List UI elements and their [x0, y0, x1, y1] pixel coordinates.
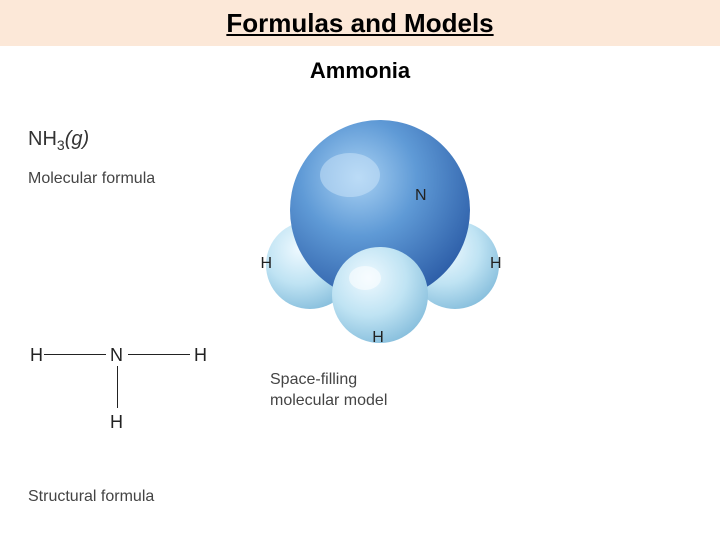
atom-h-left: H	[30, 345, 43, 366]
formula-state: (g)	[65, 128, 89, 150]
structural-formula-label: Structural formula	[28, 488, 154, 506]
bond-down	[117, 366, 118, 408]
label-n: N	[415, 187, 427, 204]
atom-h-bottom: H	[110, 412, 123, 433]
title-bar: Formulas and Models	[0, 0, 720, 46]
formula-base: NH	[28, 128, 57, 150]
molecular-formula: NH3(g)	[28, 128, 89, 153]
label-h-bottom: H	[372, 329, 384, 346]
structural-formula: H N H H	[30, 340, 220, 460]
atom-n-center: N	[110, 345, 123, 366]
label-h-right: H	[490, 255, 502, 272]
bond-right	[128, 354, 190, 355]
page-title: Formulas and Models	[226, 8, 493, 39]
model-label-line2: molecular model	[270, 392, 387, 409]
model-label-line1: Space-filling	[270, 371, 357, 388]
bond-left	[44, 354, 106, 355]
space-filling-label: Space-filling molecular model	[270, 370, 387, 412]
molecular-formula-label: Molecular formula	[28, 170, 155, 188]
atom-h-right: H	[194, 345, 207, 366]
label-h-left: H	[260, 255, 272, 272]
compound-name: Ammonia	[310, 58, 410, 84]
space-filling-model: N H H H	[250, 110, 510, 350]
model-svg: N H H H	[250, 110, 510, 350]
formula-subscript: 3	[57, 137, 65, 153]
